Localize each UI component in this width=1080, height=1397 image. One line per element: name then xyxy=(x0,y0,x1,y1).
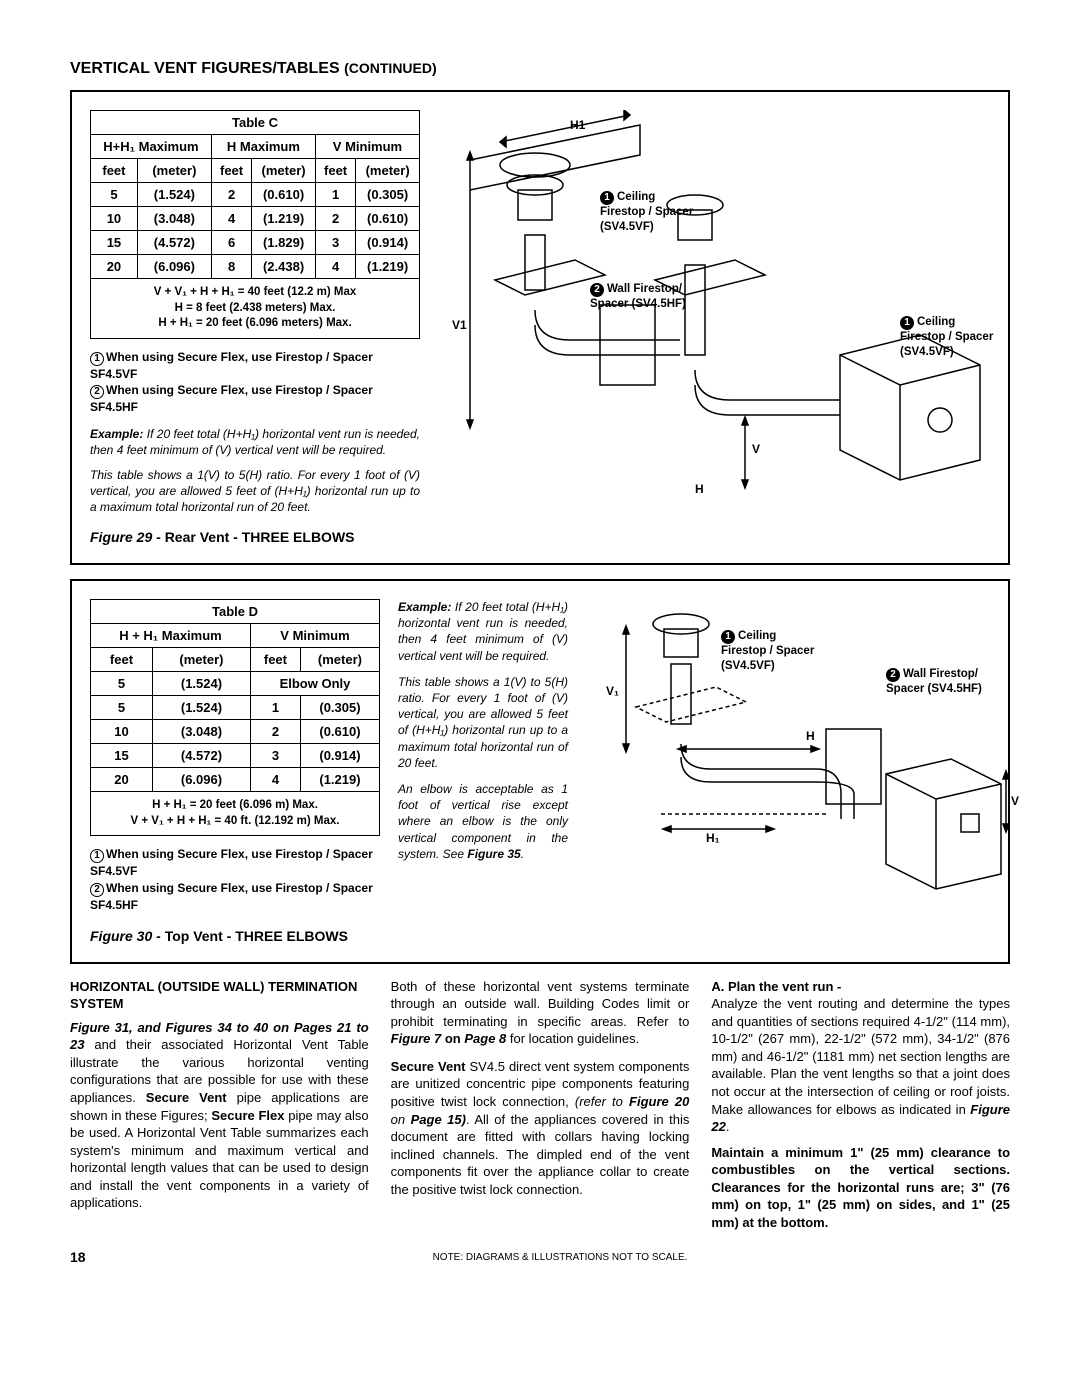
footer-note: NOTE: DIAGRAMS & ILLUSTRATIONS NOT TO SC… xyxy=(110,1252,1010,1263)
tc-gh-0: H+H₁ Maximum xyxy=(91,135,212,159)
table-d-notes: 1When using Secure Flex, use Firestop / … xyxy=(90,846,380,914)
tc-gh-2: V Minimum xyxy=(315,135,419,159)
table-row: 10(3.048)4(1.219)2(0.610) xyxy=(91,207,420,231)
diagram-figure-30: V₁ H H₁ V 1CeilingFirestop / Spacer(SV4.… xyxy=(586,599,990,899)
d2-h1: H₁ xyxy=(706,831,720,845)
anno-ceiling-2: 1CeilingFirestop / Spacer(SV4.5VF) xyxy=(900,315,1020,359)
table-c-notes: 1When using Secure Flex, use Firestop / … xyxy=(90,349,420,417)
d2-anno-2: 2Wall Firestop/Spacer (SV4.5HF) xyxy=(886,667,1016,697)
table-row: 20(6.096)4(1.219) xyxy=(91,768,380,792)
label-h: H xyxy=(695,482,704,496)
tc-gh-1: H Maximum xyxy=(211,135,315,159)
table-d: Table D H + H₁ Maximum V Minimum feet (m… xyxy=(90,599,380,836)
table-row: 10(3.048)2(0.610) xyxy=(91,720,380,744)
page-footer: 18 NOTE: DIAGRAMS & ILLUSTRATIONS NOT TO… xyxy=(70,1249,1010,1265)
title-text: VERTICAL VENT FIGURES/TABLES xyxy=(70,60,340,77)
table-d-example-column: Example: If 20 feet total (H+H₁) horizon… xyxy=(398,599,568,944)
label-v: V xyxy=(752,442,760,456)
d2-v: V xyxy=(1011,794,1019,808)
diagram-figure-29: H1 V1 V H 1CeilingFirestop / Spacer(SV4.… xyxy=(440,110,990,490)
table-row: 5(1.524)2(0.610)1(0.305) xyxy=(91,183,420,207)
label-v1: V1 xyxy=(452,318,467,332)
d2-v1: V₁ xyxy=(606,684,619,698)
col-2: Both of these horizontal vent systems te… xyxy=(391,978,690,1232)
label-h1: H1 xyxy=(570,118,585,132)
page-title: VERTICAL VENT FIGURES/TABLES (CONTINUED) xyxy=(70,60,1010,78)
table-row: 15(4.572)6(1.829)3(0.914) xyxy=(91,231,420,255)
page-number: 18 xyxy=(70,1249,110,1265)
d2-anno-1: 1CeilingFirestop / Spacer(SV4.5VF) xyxy=(721,629,841,673)
col-1: HORIZONTAL (OUTSIDE WALL) TERMINATION SY… xyxy=(70,978,369,1232)
table-row: 20(6.096)8(2.438)4(1.219) xyxy=(91,255,420,279)
table-row: 5(1.524)Elbow Only xyxy=(91,672,380,696)
table-row: 15(4.572)3(0.914) xyxy=(91,744,380,768)
table-c-title: Table C xyxy=(91,111,420,135)
table-d-title: Table D xyxy=(91,600,380,624)
col1-heading: HORIZONTAL (OUTSIDE WALL) TERMINATION SY… xyxy=(70,978,369,1013)
panel-figure-30: Table D H + H₁ Maximum V Minimum feet (m… xyxy=(70,579,1010,964)
table-row: 5(1.524)1(0.305) xyxy=(91,696,380,720)
col3-heading-a: A. Plan the vent run - xyxy=(711,979,841,994)
td-footer: H + H₁ = 20 feet (6.096 m) Max. V + V₁ +… xyxy=(91,792,380,836)
d2-h: H xyxy=(806,729,815,743)
tc-footer: V + V₁ + H + H₁ = 40 feet (12.2 m) Max H… xyxy=(91,279,420,339)
anno-ceiling-1: 1CeilingFirestop / Spacer(SV4.5VF) xyxy=(600,190,720,234)
figure-29-caption: Figure 29 - Rear Vent - THREE ELBOWS xyxy=(90,529,420,545)
table-c: Table C H+H₁ Maximum H Maximum V Minimum… xyxy=(90,110,420,339)
figure-30-caption: Figure 30 - Top Vent - THREE ELBOWS xyxy=(90,928,380,944)
panel-figure-29: Table C H+H₁ Maximum H Maximum V Minimum… xyxy=(70,90,1010,565)
table-c-ratio: This table shows a 1(V) to 5(H) ratio. F… xyxy=(90,467,420,516)
continued-text: (CONTINUED) xyxy=(344,60,437,76)
anno-wall: 2Wall Firestop/Spacer (SV4.5HF) xyxy=(590,282,730,312)
col-3: A. Plan the vent run - Analyze the vent … xyxy=(711,978,1010,1232)
bottom-text-columns: HORIZONTAL (OUTSIDE WALL) TERMINATION SY… xyxy=(70,978,1010,1232)
table-c-example: Example: If 20 feet total (H+H₁) horizon… xyxy=(90,426,420,458)
